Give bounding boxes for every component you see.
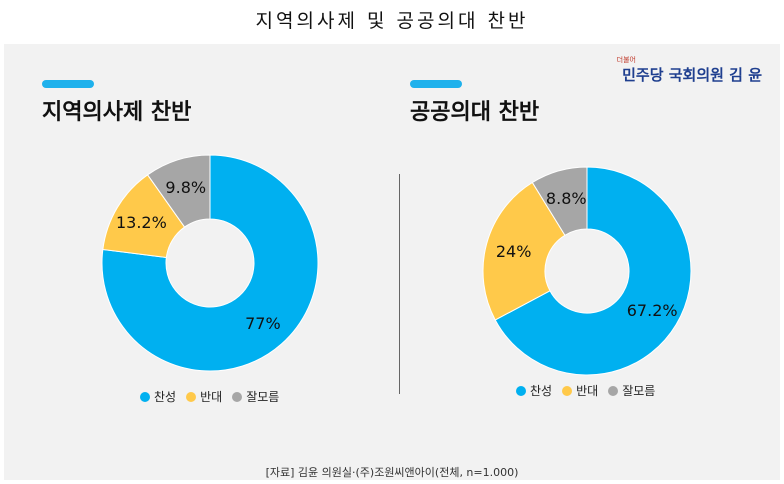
legend-label: 잘모름 bbox=[246, 390, 280, 404]
data-label-잘모름: 9.8% bbox=[165, 178, 206, 197]
legend-swatch bbox=[608, 385, 619, 396]
divider-line bbox=[399, 174, 400, 394]
legend-swatch bbox=[186, 391, 197, 402]
brand-mark: 더불어 bbox=[616, 56, 636, 64]
brand-name: 민주당 국회의원 김 윤 bbox=[622, 66, 762, 84]
donut-slice-잘모름 bbox=[531, 166, 588, 236]
donut-slice-반대 bbox=[482, 181, 566, 321]
legend-item-잘모름: 잘모름 bbox=[608, 382, 655, 399]
legend-label: 찬성 bbox=[154, 390, 177, 404]
legend-swatch bbox=[232, 391, 243, 402]
legend-label: 반대 bbox=[200, 390, 223, 404]
source-note: [자료] 김윤 의원실·(주)조원씨앤아이(전체, n=1.000) bbox=[265, 466, 519, 479]
chart-title-right: 공공의대 찬반 bbox=[410, 100, 540, 125]
legend-item-찬성: 찬성 bbox=[140, 388, 176, 405]
accent-bar-right bbox=[410, 80, 462, 88]
donut-chart-right: 67.2% 24% 8.8% bbox=[482, 166, 692, 376]
legend-right: 찬성 반대 잘모름 bbox=[516, 382, 655, 399]
legend-label: 잘모름 bbox=[622, 384, 656, 398]
chart-title-left: 지역의사제 찬반 bbox=[42, 100, 192, 125]
legend-item-잘모름: 잘모름 bbox=[232, 388, 279, 405]
legend-swatch bbox=[140, 391, 150, 402]
page-title: 지역의사제 및 공공의대 찬반 bbox=[255, 10, 529, 32]
data-label-잘모름: 8.8% bbox=[546, 189, 587, 208]
legend-item-반대: 반대 bbox=[562, 382, 598, 399]
brand-logo: 더불어 민주당 국회의원 김 윤 bbox=[617, 56, 762, 85]
legend-swatch bbox=[562, 385, 573, 396]
donut-slice-찬성 bbox=[494, 166, 692, 376]
data-label-반대: 13.2% bbox=[116, 213, 167, 232]
legend-left: 찬성 반대 잘모름 bbox=[140, 388, 279, 405]
legend-item-반대: 반대 bbox=[186, 388, 222, 405]
chart-panel: 더불어 민주당 국회의원 김 윤 지역의사제 찬반 공공의대 찬반 77% 13.… bbox=[4, 44, 780, 480]
legend-label: 반대 bbox=[576, 384, 599, 398]
accent-bar-left bbox=[42, 80, 94, 88]
legend-swatch bbox=[516, 385, 526, 396]
donut-chart-left: 77% 13.2% 9.8% bbox=[101, 154, 319, 372]
data-label-찬성: 67.2% bbox=[627, 301, 678, 320]
data-label-찬성: 77% bbox=[245, 314, 281, 333]
donut-slice-잘모름 bbox=[146, 154, 211, 228]
legend-item-찬성: 찬성 bbox=[516, 382, 552, 399]
legend-label: 찬성 bbox=[530, 384, 553, 398]
data-label-반대: 24% bbox=[496, 242, 532, 261]
donut-slice-찬성 bbox=[101, 154, 319, 372]
